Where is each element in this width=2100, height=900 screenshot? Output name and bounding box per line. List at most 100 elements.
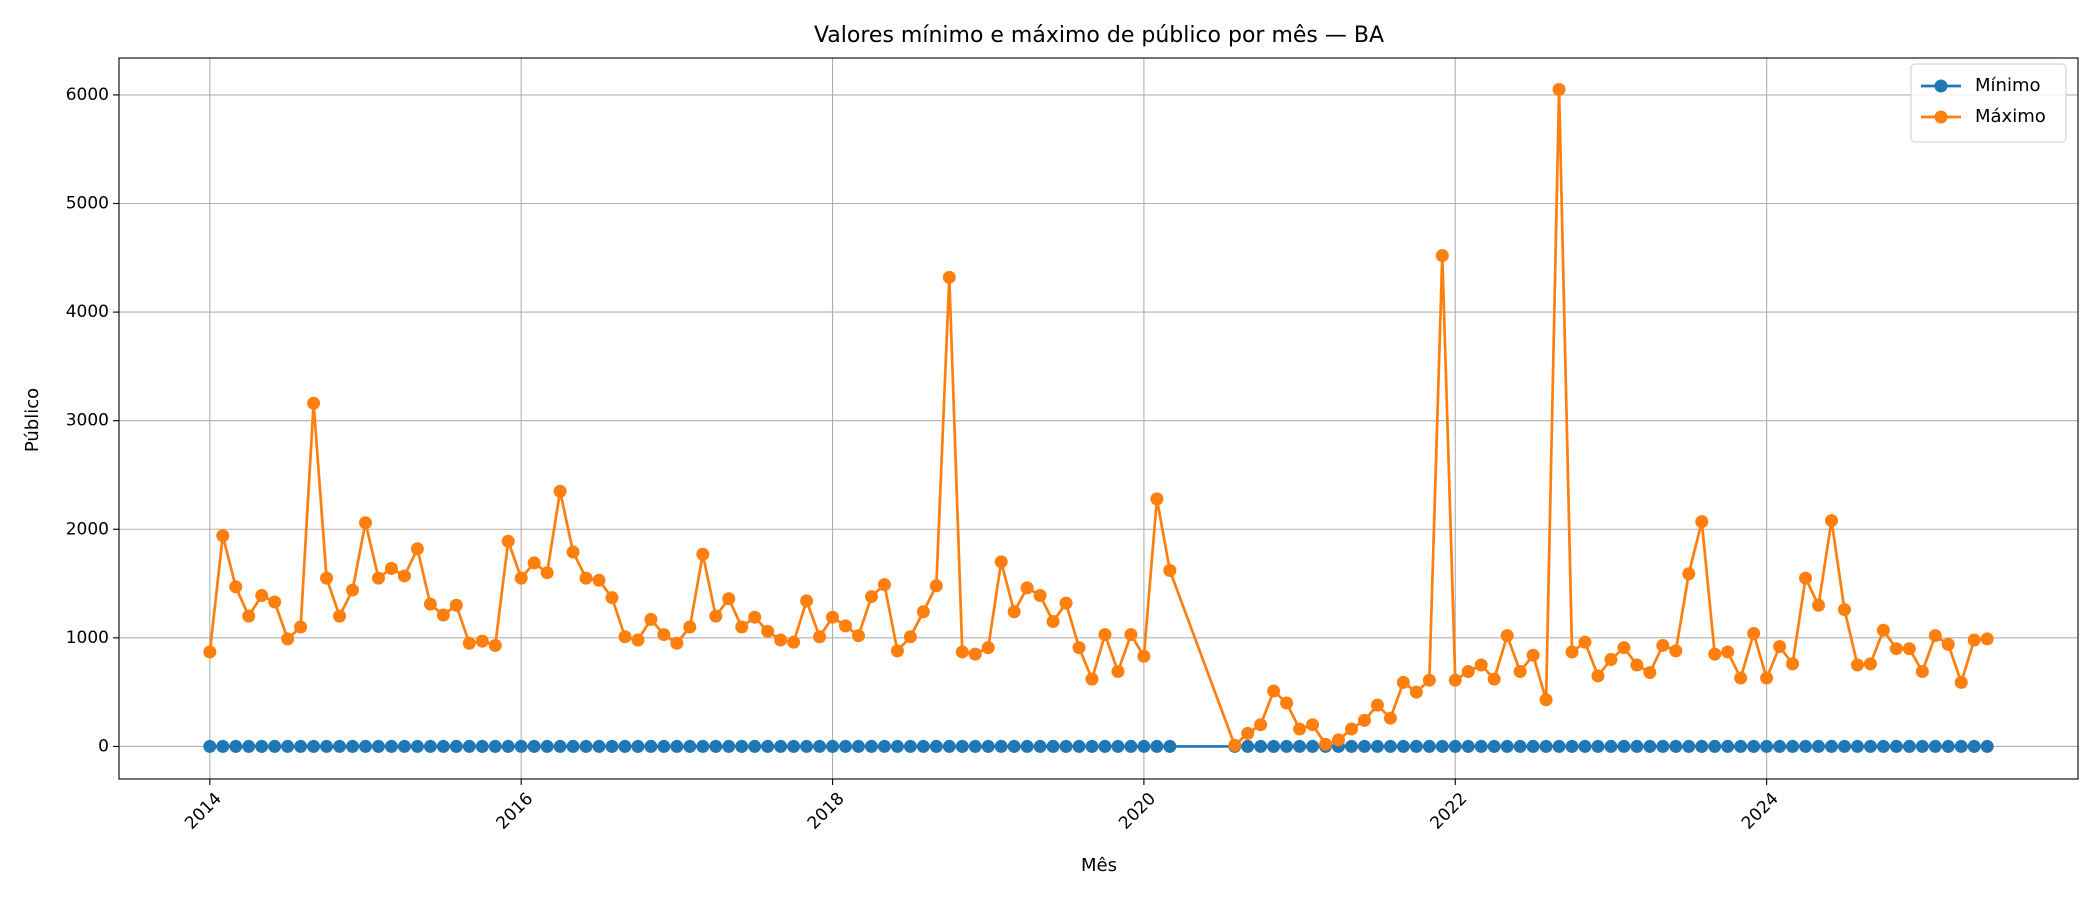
data-point — [1915, 739, 1929, 753]
data-point — [1889, 739, 1903, 753]
data-point — [1150, 739, 1164, 753]
data-point — [1280, 696, 1294, 710]
x-tick-label: 2018 — [804, 789, 849, 834]
data-point — [268, 595, 282, 609]
data-point — [877, 578, 891, 592]
data-point — [1267, 739, 1281, 753]
chart-title: Valores mínimo e máximo de público por m… — [814, 23, 1384, 48]
data-point — [320, 571, 334, 585]
data-point — [890, 739, 904, 753]
data-point — [1357, 739, 1371, 753]
data-point — [501, 534, 515, 548]
data-point — [1033, 739, 1047, 753]
data-point — [1046, 739, 1060, 753]
plot-frame — [118, 57, 2079, 780]
data-point — [1591, 739, 1605, 753]
data-point — [1422, 739, 1436, 753]
data-point — [1825, 514, 1839, 528]
data-point — [657, 739, 671, 753]
data-point — [449, 739, 463, 753]
data-point — [1578, 635, 1592, 649]
data-point — [203, 645, 217, 659]
data-point — [761, 739, 775, 753]
data-point — [1799, 571, 1813, 585]
data-point — [579, 739, 593, 753]
data-point — [1812, 739, 1826, 753]
data-point — [1033, 588, 1047, 602]
data-point — [1163, 739, 1177, 753]
data-point — [761, 624, 775, 638]
data-point — [1085, 739, 1099, 753]
data-point — [1422, 673, 1436, 687]
data-point — [1643, 666, 1657, 680]
data-point — [1293, 722, 1307, 736]
data-point — [579, 571, 593, 585]
data-point — [968, 647, 982, 661]
x-tick-label: 2022 — [1427, 789, 1472, 834]
legend-marker — [1934, 110, 1948, 124]
data-point — [592, 573, 606, 587]
data-point — [1500, 739, 1514, 753]
data-point — [1773, 739, 1787, 753]
data-point — [1734, 671, 1748, 685]
data-point — [1539, 739, 1553, 753]
data-point — [1630, 739, 1644, 753]
data-point — [774, 633, 788, 647]
data-point — [644, 739, 658, 753]
data-point — [1928, 629, 1942, 643]
data-point — [436, 608, 450, 622]
data-point — [1072, 739, 1086, 753]
data-point — [1461, 739, 1475, 753]
data-point — [462, 739, 476, 753]
data-point — [709, 739, 723, 753]
data-point — [1241, 739, 1255, 753]
data-point — [929, 579, 943, 593]
data-point — [1526, 739, 1540, 753]
x-axis-label: Mês — [1081, 855, 1117, 876]
series-line — [208, 88, 1988, 747]
data-point — [1487, 739, 1501, 753]
data-point — [903, 739, 917, 753]
data-point — [813, 739, 827, 753]
data-point — [709, 609, 723, 623]
data-point — [294, 739, 308, 753]
data-point — [942, 739, 956, 753]
y-tick-label: 5000 — [66, 194, 109, 214]
data-point — [540, 566, 554, 580]
data-point — [696, 547, 710, 561]
data-point — [903, 630, 917, 644]
data-point — [410, 739, 424, 753]
data-point — [787, 739, 801, 753]
data-point — [358, 516, 372, 530]
data-point — [1682, 739, 1696, 753]
data-point — [1306, 739, 1320, 753]
data-point — [1721, 739, 1735, 753]
data-point — [1526, 648, 1540, 662]
data-point — [1967, 633, 1981, 647]
data-point — [916, 605, 930, 619]
data-point — [955, 645, 969, 659]
data-point — [631, 633, 645, 647]
data-point — [514, 739, 528, 753]
data-point — [229, 580, 243, 594]
data-point — [1799, 739, 1813, 753]
data-point — [1059, 739, 1073, 753]
data-point — [346, 583, 360, 597]
data-point — [1111, 739, 1125, 753]
data-point — [735, 620, 749, 634]
y-tick-label: 3000 — [66, 411, 109, 431]
data-point — [1604, 653, 1618, 667]
data-point — [864, 590, 878, 604]
data-point — [566, 739, 580, 753]
data-point — [229, 739, 243, 753]
data-point — [1137, 649, 1151, 663]
data-point — [1435, 739, 1449, 753]
data-point — [968, 739, 982, 753]
data-point — [371, 571, 385, 585]
data-point — [839, 739, 853, 753]
data-point — [942, 270, 956, 284]
data-point — [1409, 739, 1423, 753]
data-point — [397, 739, 411, 753]
